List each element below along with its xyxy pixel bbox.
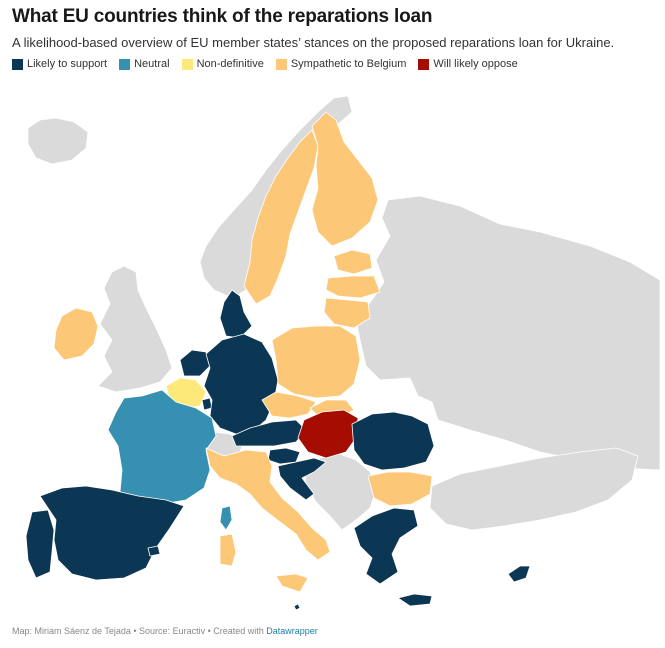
legend-label-nondefinitive: Non-definitive: [196, 58, 264, 70]
country-estonia[interactable]: [333, 249, 373, 275]
country-france[interactable]: [107, 389, 217, 505]
chart-title: What EU countries think of the reparatio…: [12, 6, 433, 27]
legend-label-sympathetic: Sympathetic to Belgium: [290, 58, 407, 70]
country-luxembourg[interactable]: [201, 397, 213, 411]
footer-credit: Map: Miriam Sáenz de Tejada • Source: Eu…: [12, 626, 318, 636]
country-italy[interactable]: [205, 447, 331, 561]
country-sicily[interactable]: [275, 573, 309, 593]
legend-label-neutral: Neutral: [134, 58, 170, 70]
legend-item-support: Likely to support: [12, 58, 107, 70]
legend-swatch-neutral: [119, 58, 131, 70]
country-corsica[interactable]: [219, 505, 233, 531]
country-bulgaria[interactable]: [367, 471, 433, 507]
legend-swatch-oppose: [418, 58, 430, 70]
country-latvia[interactable]: [325, 275, 381, 299]
country-balearic[interactable]: [147, 545, 161, 557]
legend-item-nondefinitive: Non-definitive: [181, 58, 264, 70]
country-iceland[interactable]: [27, 117, 89, 165]
country-croatia[interactable]: [277, 457, 327, 501]
country-greece[interactable]: [353, 507, 419, 585]
country-germany[interactable]: [203, 333, 279, 435]
country-cyprus[interactable]: [507, 565, 531, 583]
legend-label-support: Likely to support: [27, 58, 108, 70]
footer-text: Map: Miriam Sáenz de Tejada • Source: Eu…: [12, 626, 267, 636]
country-poland[interactable]: [271, 325, 361, 399]
legend-item-neutral: Neutral: [119, 58, 170, 70]
country-finland[interactable]: [311, 111, 379, 247]
country-spain[interactable]: [39, 485, 185, 581]
country-sardinia[interactable]: [219, 533, 237, 567]
country-crete[interactable]: [397, 593, 433, 607]
legend-swatch-sympathetic: [275, 58, 287, 70]
country-romania[interactable]: [351, 411, 435, 471]
country-ireland[interactable]: [53, 307, 99, 361]
country-denmark[interactable]: [219, 289, 253, 339]
europe-map: [25, 95, 661, 611]
legend: Likely to support Neutral Non-definitive…: [12, 58, 518, 70]
legend-label-oppose: Will likely oppose: [433, 58, 518, 70]
country-lithuania[interactable]: [323, 297, 371, 329]
country-turkey[interactable]: [429, 447, 639, 531]
country-netherlands[interactable]: [179, 349, 211, 377]
country-slovenia[interactable]: [267, 447, 301, 465]
country-malta[interactable]: [293, 603, 301, 611]
legend-swatch-support: [12, 58, 23, 70]
country-hungary[interactable]: [297, 409, 359, 459]
legend-swatch-nondefinitive: [181, 58, 193, 70]
country-portugal[interactable]: [25, 509, 55, 579]
legend-item-oppose: Will likely oppose: [418, 58, 518, 70]
datawrapper-link[interactable]: Datawrapper: [266, 626, 318, 636]
legend-item-sympathetic: Sympathetic to Belgium: [275, 58, 407, 70]
chart-subtitle: A likelihood-based overview of EU member…: [12, 35, 615, 50]
country-uk[interactable]: [97, 265, 173, 393]
